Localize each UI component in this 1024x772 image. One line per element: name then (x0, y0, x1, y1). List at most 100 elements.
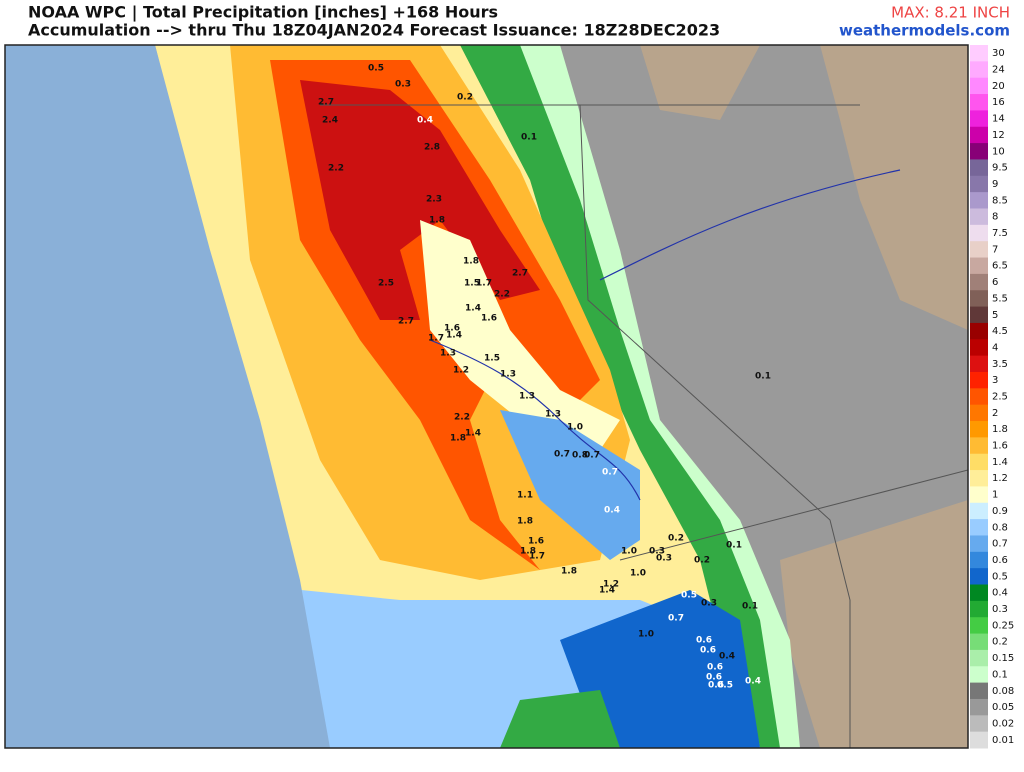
colorbar-swatch (970, 421, 988, 438)
precip-label: 0.6 (700, 646, 716, 656)
colorbar-swatch (970, 306, 988, 324)
precip-label: 2.8 (424, 143, 440, 153)
colorbar-label: 1.4 (992, 457, 1008, 468)
precip-label: 1.3 (545, 410, 561, 420)
colorbar-label: 20 (992, 81, 1005, 92)
colorbar-swatch (970, 241, 988, 259)
colorbar-label: 16 (992, 97, 1005, 108)
precip-label: 0.7 (554, 450, 570, 460)
precip-label: 0.4 (745, 677, 761, 687)
precip-label: 2.3 (426, 195, 442, 205)
colorbar-label: 0.2 (992, 637, 1008, 648)
colorbar-swatch (970, 502, 988, 520)
colorbar-label: 8.5 (992, 195, 1008, 206)
colorbar-swatch (970, 224, 988, 242)
site-name[interactable]: weathermodels.com (839, 22, 1010, 40)
colorbar-label: 0.1 (992, 669, 1008, 680)
colorbar-swatch (970, 584, 988, 602)
colorbar-label: 3.5 (992, 359, 1008, 370)
colorbar-swatch (970, 715, 988, 733)
precip-label: 0.8 (572, 451, 588, 461)
map (4, 44, 969, 749)
subtitle: Accumulation --> thru Thu 18Z04JAN2024 F… (28, 21, 720, 40)
title: NOAA WPC | Total Precipitation [inches] … (28, 3, 498, 23)
dry-area (780, 500, 968, 748)
colorbar-swatch (970, 257, 988, 275)
colorbar-label: 1.6 (992, 441, 1008, 452)
colorbar-swatch (970, 339, 988, 357)
precip-label: 0.3 (395, 80, 411, 90)
precip-label: 0.1 (755, 372, 771, 382)
colorbar-label: 0.7 (992, 539, 1008, 550)
precip-label: 1.6 (528, 537, 544, 547)
colorbar-label: 10 (992, 146, 1005, 157)
colorbar-label: 4 (992, 342, 998, 353)
colorbar-label: 6 (992, 277, 998, 288)
colorbar-label: 0.08 (992, 686, 1014, 697)
precip-area (500, 410, 640, 560)
colorbar-label: 4.5 (992, 326, 1008, 337)
precip-label: 0.1 (726, 541, 742, 551)
precip-label: 0.2 (668, 534, 684, 544)
colorbar-swatch (970, 126, 988, 144)
precip-label: 1.3 (500, 370, 516, 380)
precip-label: 0.2 (694, 556, 710, 566)
colorbar-label: 2.5 (992, 392, 1008, 403)
colorbar-label: 8 (992, 212, 998, 223)
colorbar-swatch (970, 535, 988, 553)
colorbar-label: 5 (992, 310, 998, 321)
colorbar-swatch (970, 617, 988, 635)
colorbar-label: 0.02 (992, 718, 1014, 729)
colorbar-label: 1.2 (992, 473, 1008, 484)
colorbar-swatch (970, 45, 988, 62)
colorbar-label: 12 (992, 130, 1005, 141)
colorbar-swatch (970, 649, 988, 667)
colorbar-label: 0.6 (992, 555, 1008, 566)
colorbar-swatch (970, 633, 988, 651)
precip-label: 0.3 (649, 547, 665, 557)
precip-label: 1.0 (638, 630, 654, 640)
colorbar-swatch (970, 77, 988, 95)
precip-label: 1.7 (476, 279, 492, 289)
dry-area (640, 45, 760, 120)
colorbar-swatch (970, 208, 988, 226)
colorbar-label: 0.25 (992, 620, 1014, 631)
precip-label: 0.7 (584, 451, 600, 461)
colorbar-label: 30 (992, 48, 1005, 59)
colorbar-swatch (970, 159, 988, 177)
ocean (5, 45, 330, 748)
colorbar-label: 3 (992, 375, 998, 386)
precip-label: 0.5 (717, 681, 733, 691)
colorbar-swatch (970, 486, 988, 504)
precip-label: 1.8 (520, 547, 536, 557)
precip-label: 1.7 (529, 552, 545, 562)
precip-label: 1.4 (465, 304, 481, 314)
colorbar-label: 7.5 (992, 228, 1008, 239)
precip-label: 2.2 (454, 413, 470, 423)
colorbar-swatch (970, 698, 988, 716)
colorbar-swatch (970, 519, 988, 536)
precip-label: 1.0 (630, 569, 646, 579)
colorbar-label: 0.05 (992, 702, 1014, 713)
precip-label: 1.4 (599, 586, 615, 596)
precip-label: 1.5 (464, 279, 480, 289)
precip-area (420, 220, 620, 450)
precip-label: 0.6 (707, 663, 723, 673)
max-value: MAX: 8.21 INCH (891, 4, 1010, 22)
colorbar-swatch (970, 453, 988, 471)
state-border (320, 104, 968, 748)
colorbar-swatch (970, 94, 988, 111)
precip-label: 0.1 (521, 133, 537, 143)
precip-label: 0.1 (742, 602, 758, 612)
colorbar-swatch (970, 551, 988, 569)
precip-label: 1.3 (440, 349, 456, 359)
colorbar-label: 14 (992, 114, 1005, 125)
precip-label: 1.5 (484, 354, 500, 364)
map-frame (4, 44, 969, 749)
colorbar-swatch (970, 273, 988, 291)
colorbar-label: 24 (992, 65, 1005, 76)
colorbar-label: 9.5 (992, 163, 1008, 174)
colorbar-swatch (970, 192, 988, 209)
precip-area (300, 80, 540, 320)
